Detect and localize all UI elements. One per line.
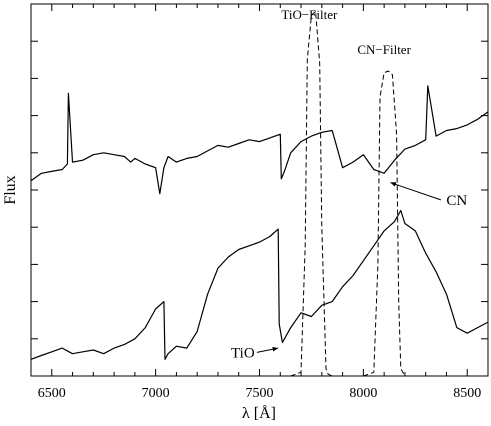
x-tick-label: 7500: [246, 386, 274, 401]
annotations-group: TiO−Filter CN−Filter CN TiO: [231, 7, 467, 362]
tio-label: TiO: [231, 345, 255, 361]
arrow-head: [390, 182, 397, 187]
annotation-arrow: [390, 182, 442, 201]
axis-ticks: 6500 7000 7500 8000 8500: [31, 4, 488, 401]
x-tick-label: 8500: [453, 386, 481, 401]
tio-filter-curve: [290, 10, 343, 377]
arrow-head: [272, 346, 279, 352]
tio-filter-label: TiO−Filter: [281, 7, 338, 22]
x-tick-label: 6500: [38, 386, 66, 401]
x-axis-label: λ [Å]: [242, 404, 276, 422]
cn-filter-curve: [363, 70, 416, 377]
y-axis-label: Flux: [2, 175, 19, 204]
series-group: [30, 10, 489, 377]
x-tick-label: 7000: [142, 386, 170, 401]
cn-filter-label: CN−Filter: [357, 42, 411, 57]
cn-label: CN: [446, 193, 467, 209]
plot-frame: [30, 3, 489, 377]
x-tick-label: 8000: [349, 386, 377, 401]
upper-spectrum-line: [30, 85, 489, 195]
lower-spectrum-line: [30, 209, 489, 360]
